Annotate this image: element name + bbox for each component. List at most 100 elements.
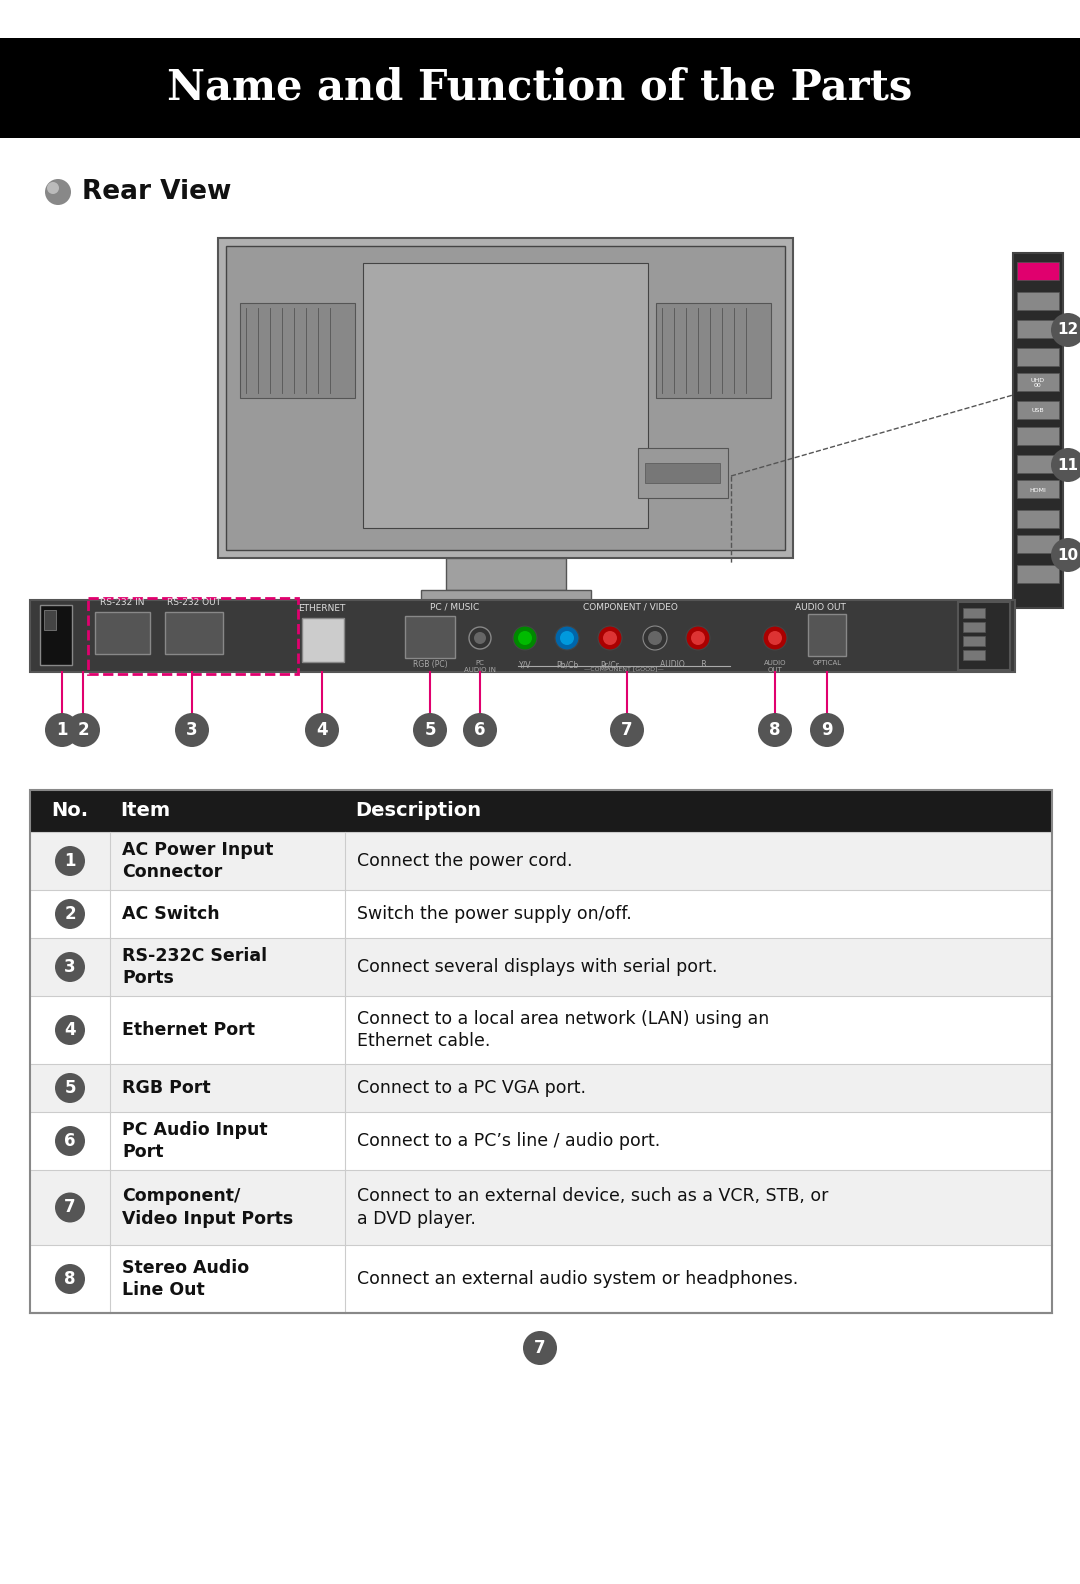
FancyBboxPatch shape [302, 618, 345, 662]
FancyBboxPatch shape [656, 303, 771, 398]
Text: Ethernet Port: Ethernet Port [122, 1022, 255, 1039]
Text: 8: 8 [769, 721, 781, 740]
Circle shape [686, 626, 710, 649]
Text: 6: 6 [64, 1133, 76, 1150]
Text: Connect to a local area network (LAN) using an
Ethernet cable.: Connect to a local area network (LAN) us… [357, 1009, 769, 1050]
FancyBboxPatch shape [30, 1245, 1052, 1313]
Text: 11: 11 [1057, 458, 1079, 472]
Text: 6: 6 [474, 721, 486, 740]
FancyBboxPatch shape [30, 938, 1052, 996]
FancyBboxPatch shape [30, 832, 1052, 890]
Text: Component/
Video Input Ports: Component/ Video Input Ports [122, 1186, 294, 1228]
Circle shape [691, 630, 705, 645]
Text: 5: 5 [424, 721, 435, 740]
Text: Connect the power cord.: Connect the power cord. [357, 852, 572, 870]
Circle shape [463, 713, 497, 748]
Circle shape [45, 713, 79, 748]
Text: 8: 8 [64, 1270, 76, 1288]
Text: 1: 1 [64, 852, 76, 870]
FancyBboxPatch shape [808, 615, 846, 656]
Text: 4: 4 [64, 1022, 76, 1039]
FancyBboxPatch shape [240, 303, 355, 398]
Circle shape [518, 630, 532, 645]
Text: AUDIO       R: AUDIO R [660, 661, 706, 668]
Text: Pr/Cr: Pr/Cr [600, 661, 620, 668]
FancyBboxPatch shape [446, 558, 566, 589]
Circle shape [55, 1015, 85, 1045]
Circle shape [469, 627, 491, 649]
Circle shape [55, 1072, 85, 1102]
Text: RGB Port: RGB Port [122, 1079, 211, 1098]
Text: Connect to a PC’s line / audio port.: Connect to a PC’s line / audio port. [357, 1133, 660, 1150]
Text: 10: 10 [1057, 548, 1079, 562]
FancyBboxPatch shape [1017, 401, 1059, 420]
Circle shape [610, 713, 644, 748]
Text: PC Audio Input
Port: PC Audio Input Port [122, 1120, 268, 1161]
Circle shape [768, 630, 782, 645]
Text: USB: USB [1031, 407, 1044, 412]
FancyBboxPatch shape [405, 616, 455, 657]
Text: Connect several displays with serial port.: Connect several displays with serial por… [357, 958, 717, 976]
Text: RS-232C Serial
Ports: RS-232C Serial Ports [122, 947, 267, 987]
FancyBboxPatch shape [1013, 253, 1063, 608]
Circle shape [762, 626, 787, 649]
Text: Connect to a PC VGA port.: Connect to a PC VGA port. [357, 1079, 586, 1098]
Circle shape [1051, 314, 1080, 347]
FancyBboxPatch shape [638, 448, 728, 497]
Text: 3: 3 [64, 958, 76, 976]
Text: OPTICAL: OPTICAL [812, 661, 841, 665]
FancyBboxPatch shape [363, 263, 648, 527]
Circle shape [648, 630, 662, 645]
FancyBboxPatch shape [1017, 428, 1059, 445]
Circle shape [561, 630, 573, 645]
Text: UHD
00: UHD 00 [1031, 379, 1045, 388]
Circle shape [603, 630, 617, 645]
FancyBboxPatch shape [226, 246, 785, 550]
FancyBboxPatch shape [165, 611, 222, 654]
FancyBboxPatch shape [963, 623, 985, 632]
Text: 7: 7 [621, 721, 633, 740]
FancyBboxPatch shape [30, 600, 1015, 672]
FancyBboxPatch shape [963, 608, 985, 618]
Circle shape [55, 1193, 85, 1223]
FancyBboxPatch shape [40, 605, 72, 665]
FancyBboxPatch shape [1017, 565, 1059, 583]
FancyBboxPatch shape [1017, 510, 1059, 527]
Text: PC
AUDIO IN: PC AUDIO IN [464, 661, 496, 673]
FancyBboxPatch shape [1017, 372, 1059, 391]
Text: HDMI: HDMI [1029, 488, 1047, 493]
Text: AC Switch: AC Switch [122, 904, 219, 923]
Circle shape [758, 713, 792, 748]
Circle shape [55, 952, 85, 982]
Text: Stereo Audio
Line Out: Stereo Audio Line Out [122, 1259, 249, 1299]
Text: COMPONENT / VIDEO: COMPONENT / VIDEO [582, 604, 677, 611]
Text: Pb/Cb: Pb/Cb [556, 661, 578, 668]
Text: ETHERNET: ETHERNET [298, 604, 346, 613]
FancyBboxPatch shape [30, 790, 1052, 832]
Text: —COMPONENT [GOOD]—: —COMPONENT [GOOD]— [584, 665, 664, 672]
Circle shape [555, 626, 579, 649]
FancyBboxPatch shape [1017, 455, 1059, 474]
Circle shape [55, 1264, 85, 1294]
FancyBboxPatch shape [30, 1112, 1052, 1171]
Circle shape [55, 1126, 85, 1156]
Text: AC Power Input
Connector: AC Power Input Connector [122, 841, 273, 881]
FancyBboxPatch shape [30, 1171, 1052, 1245]
Text: 2: 2 [64, 904, 76, 923]
Text: 3: 3 [186, 721, 198, 740]
Text: Name and Function of the Parts: Name and Function of the Parts [167, 67, 913, 109]
Text: AUDIO OUT: AUDIO OUT [795, 604, 846, 611]
Circle shape [1051, 539, 1080, 572]
Text: Item: Item [120, 802, 171, 821]
Text: 7: 7 [64, 1199, 76, 1217]
Circle shape [598, 626, 622, 649]
Circle shape [523, 1331, 557, 1365]
FancyBboxPatch shape [1017, 320, 1059, 337]
Text: 5: 5 [64, 1079, 76, 1098]
Circle shape [45, 179, 71, 204]
Circle shape [474, 632, 486, 645]
Circle shape [55, 846, 85, 876]
Text: 2: 2 [77, 721, 89, 740]
FancyBboxPatch shape [645, 463, 720, 483]
FancyBboxPatch shape [30, 996, 1052, 1064]
